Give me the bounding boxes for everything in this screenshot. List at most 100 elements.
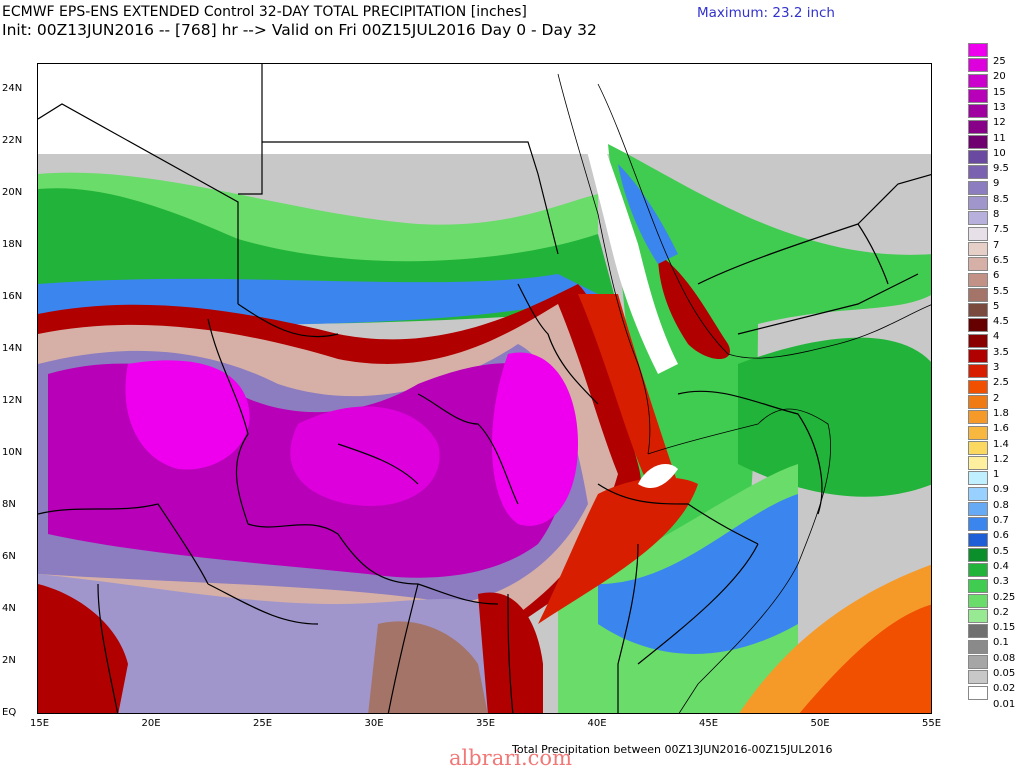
colorbar-label: 9.5 <box>993 163 1009 175</box>
colorbar-label: 0.9 <box>993 484 1009 496</box>
colorbar-swatch <box>968 150 988 165</box>
lat-label: 24N <box>2 83 23 94</box>
colorbar-label: 5.5 <box>993 285 1009 297</box>
colorbar-swatch <box>968 578 988 593</box>
chart-title: ECMWF EPS-ENS EXTENDED Control 32-DAY TO… <box>2 4 527 20</box>
lon-label: 35E <box>476 718 496 729</box>
colorbar-label: 7.5 <box>993 224 1009 236</box>
lat-label: 22N <box>2 135 23 146</box>
colorbar-swatch <box>968 73 988 88</box>
colorbar-label: 8 <box>993 209 1000 220</box>
colorbar-label: 7 <box>993 239 1000 251</box>
colorbar-swatch <box>968 272 988 287</box>
colorbar-label: 0.1 <box>993 637 1009 649</box>
colorbar-label: 6.5 <box>993 254 1009 266</box>
colorbar-swatch <box>968 563 988 578</box>
colorbar-swatch <box>968 547 988 562</box>
colorbar-swatch <box>968 119 988 134</box>
colorbar-swatch <box>968 287 988 302</box>
colorbar-swatch <box>968 196 988 210</box>
colorbar-label: 20 <box>993 71 1006 83</box>
colorbar-label: 6 <box>993 270 1000 282</box>
lat-label: 14N <box>2 343 23 354</box>
colorbar-swatch <box>968 379 988 394</box>
colorbar-swatch <box>968 639 988 654</box>
colorbar-swatch <box>968 364 988 379</box>
colorbar-swatch <box>968 180 988 195</box>
colorbar-swatch <box>968 532 988 547</box>
colorbar-swatch <box>968 241 988 256</box>
lon-label: 55E <box>922 718 942 729</box>
colorbar-swatch <box>968 349 988 363</box>
colorbar-swatch <box>968 624 988 639</box>
lat-label: 20N <box>2 187 23 198</box>
maximum-label: Maximum: 23.2 inch <box>697 5 835 21</box>
colorbar-swatch <box>968 440 988 455</box>
colorbar-label: 8.5 <box>993 193 1009 205</box>
colorbar-label: 0.5 <box>993 545 1009 557</box>
colorbar-swatch <box>968 609 988 624</box>
lat-label: 8N <box>2 499 16 510</box>
colorbar-label: 1 <box>993 469 1000 481</box>
colorbar-swatch <box>968 318 988 333</box>
colorbar-label: 5 <box>993 300 1000 312</box>
colorbar-label: 1.4 <box>993 438 1009 450</box>
colorbar-label: 25 <box>993 56 1006 67</box>
lat-label: 6N <box>2 551 16 562</box>
colorbar-swatch <box>968 517 988 532</box>
lon-label: 45E <box>699 718 719 729</box>
init-valid-line: Init: 00Z13JUN2016 -- [768] hr --> Valid… <box>2 21 597 39</box>
colorbar-label: 4.5 <box>993 316 1009 328</box>
colorbar-swatch <box>968 486 988 501</box>
colorbar-swatch <box>968 104 988 119</box>
colorbar-label: 0.7 <box>993 515 1009 526</box>
lon-label: 50E <box>810 718 830 729</box>
lon-label: 25E <box>253 718 273 729</box>
colorbar-label: 0.8 <box>993 499 1009 511</box>
colorbar-swatch <box>968 333 988 348</box>
colorbar-label: 2.5 <box>993 377 1009 389</box>
colorbar-label: 1.2 <box>993 453 1009 465</box>
lat-label: 4N <box>2 603 16 614</box>
colorbar-swatch <box>968 685 988 700</box>
colorbar-swatch <box>968 456 988 471</box>
lat-label: 10N <box>2 447 23 458</box>
colorbar-label: 0.05 <box>993 668 1016 679</box>
colorbar-swatch <box>968 58 988 73</box>
colorbar-swatch <box>968 211 988 226</box>
lat-label: 2N <box>2 655 16 666</box>
colorbar-label: 12 <box>993 117 1006 129</box>
colorbar-label: 0.01 <box>993 698 1016 710</box>
footer-caption: Total Precipitation between 00Z13JUN2016… <box>512 743 833 756</box>
colorbar-label: 0.6 <box>993 530 1009 542</box>
colorbar-swatch <box>968 593 988 608</box>
colorbar-swatch <box>968 670 988 685</box>
lon-label: 40E <box>587 718 607 729</box>
colorbar-label: 15 <box>993 86 1006 98</box>
colorbar-swatch <box>968 394 988 409</box>
lon-label: 30E <box>364 718 384 729</box>
colorbar-swatch <box>968 655 988 669</box>
colorbar-label: 9 <box>993 178 1000 190</box>
colorbar-label: 4 <box>993 331 1000 343</box>
colorbar-swatch <box>968 257 988 272</box>
colorbar-swatch <box>968 502 988 516</box>
watermark: albrari.com <box>449 746 572 770</box>
colorbar-label: 0.15 <box>993 622 1016 634</box>
colorbar-swatch <box>968 410 988 425</box>
colorbar-label: 0.08 <box>993 652 1016 664</box>
colorbar-label: 0.02 <box>993 683 1016 695</box>
lon-label: 20E <box>141 718 161 729</box>
colorbar-label: 3 <box>993 362 1000 373</box>
colorbar-label: 13 <box>993 101 1006 113</box>
lon-label: 15E <box>30 718 50 729</box>
colorbar-swatch <box>968 425 988 440</box>
colorbar-swatch <box>968 88 988 103</box>
lat-label: EQ <box>2 707 17 718</box>
colorbar-swatch <box>968 471 988 486</box>
lat-label: 18N <box>2 239 23 250</box>
colorbar-label: 3.5 <box>993 346 1009 358</box>
lat-label: 12N <box>2 395 23 406</box>
colorbar-label: 1.6 <box>993 423 1009 435</box>
colorbar-label: 10 <box>993 147 1006 159</box>
